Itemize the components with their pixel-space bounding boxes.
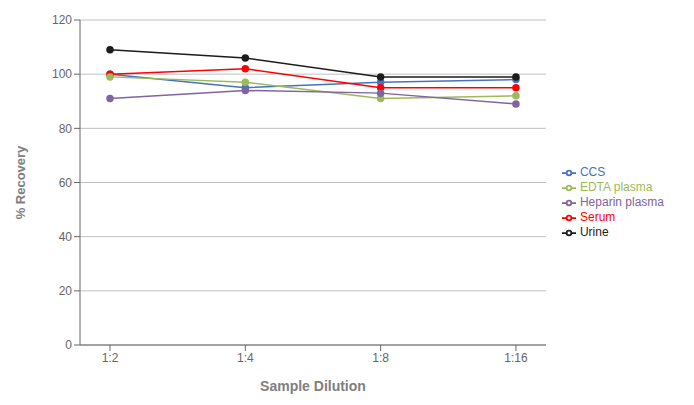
svg-text:40: 40 <box>59 230 73 244</box>
html-text:EDTA plasma: EDTA plasma <box>580 180 653 195</box>
svg-text:Sample Dilution: Sample Dilution <box>260 378 366 394</box>
svg-text:120: 120 <box>52 13 72 27</box>
svg-text:100: 100 <box>52 67 72 81</box>
svg-text:60: 60 <box>59 176 73 190</box>
svg-text:0: 0 <box>65 338 72 352</box>
svg-text:% Recovery: % Recovery <box>13 145 28 219</box>
html-text:Heparin plasma: Heparin plasma <box>580 195 664 210</box>
svg-text:80: 80 <box>59 122 73 136</box>
svg-text:1:2: 1:2 <box>102 351 119 365</box>
html-text:Serum: Serum <box>580 209 616 224</box>
svg-text:20: 20 <box>59 284 73 298</box>
svg-text:1:4: 1:4 <box>237 351 254 365</box>
svg-text:1:8: 1:8 <box>372 351 389 365</box>
html-text:Urine: Urine <box>580 224 609 239</box>
html-text:CCS: CCS <box>580 165 606 180</box>
svg-text:1:16: 1:16 <box>504 351 528 365</box>
